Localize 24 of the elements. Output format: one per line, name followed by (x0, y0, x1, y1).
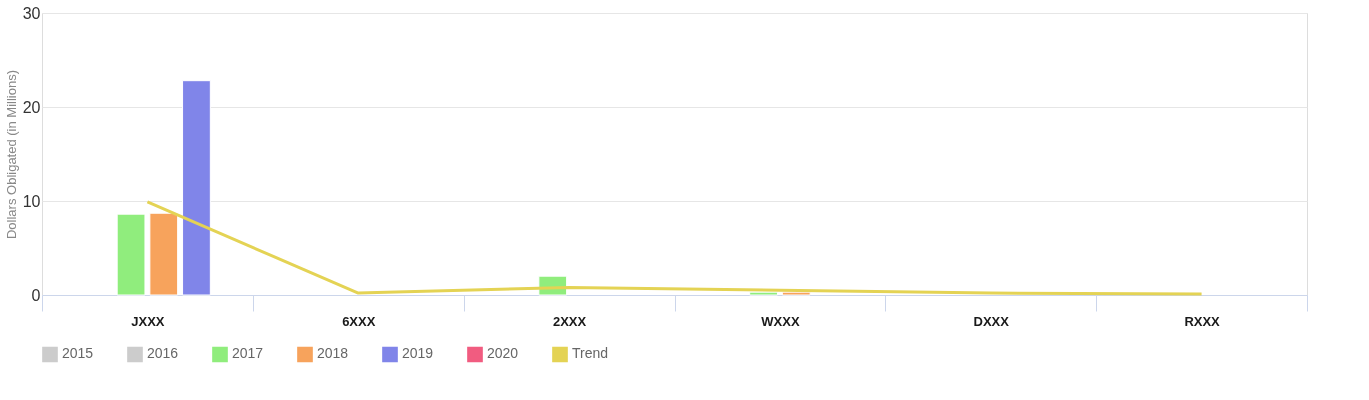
bar (182, 80, 211, 296)
y-tick-label: 0 (31, 286, 41, 304)
x-tick-label: 2XXX (552, 313, 587, 329)
legend-label: 2020 (487, 345, 519, 362)
legend-label: 2017 (232, 345, 264, 362)
bar (149, 212, 179, 296)
y-tick-label: 10 (22, 192, 41, 210)
bar (116, 213, 146, 296)
x-tick-label: DXXX (973, 313, 1010, 329)
legend-label: 2018 (317, 345, 349, 362)
y-tick-label: 20 (22, 98, 41, 116)
bar (781, 291, 811, 296)
legend-label: 2016 (147, 345, 179, 362)
x-tick-label: WXXX (761, 313, 800, 329)
y-tick-label: 30 (22, 4, 41, 22)
legend-label: Trend (572, 345, 609, 362)
legend-label: 2015 (62, 345, 94, 362)
bar (749, 291, 778, 296)
legend-label: 2019 (402, 345, 434, 362)
line-series (145, 200, 1204, 296)
x-tick-label: RXXX (1184, 313, 1221, 329)
x-tick-label: 6XXX (342, 313, 376, 329)
x-tick-label: JXXX (131, 313, 165, 329)
y-axis-title: Dollars Obligated (in Millions) (3, 69, 19, 240)
